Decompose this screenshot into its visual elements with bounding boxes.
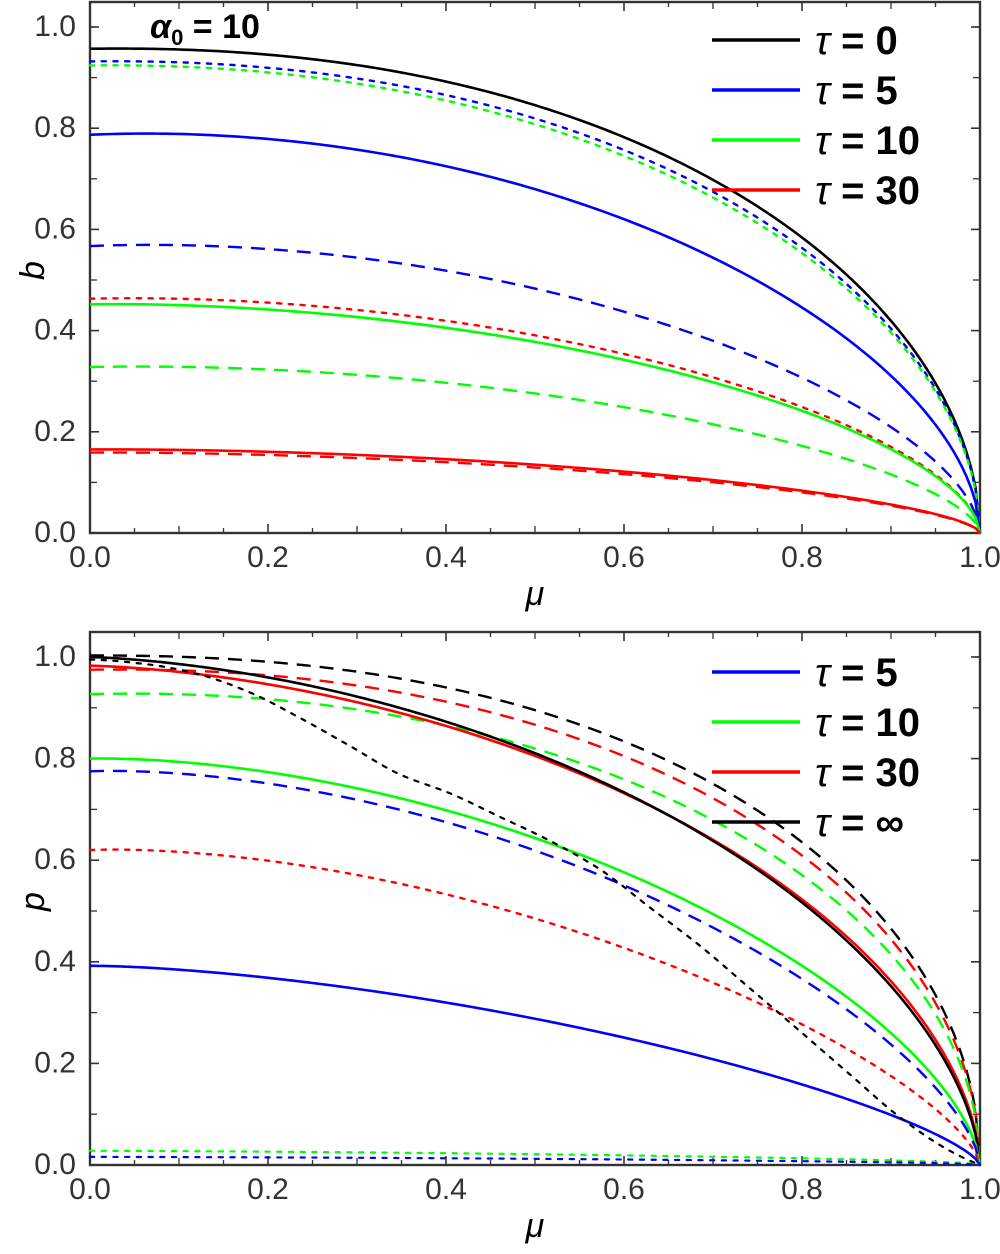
svg-text:0.6: 0.6 [34,843,76,876]
svg-text:0.6: 0.6 [34,212,76,245]
svg-text:p: p [14,892,52,912]
svg-text:0.8: 0.8 [34,111,76,144]
svg-text:μ: μ [525,1207,545,1245]
svg-text:0.6: 0.6 [603,1173,645,1206]
svg-text:0.4: 0.4 [34,314,76,347]
svg-text:0.2: 0.2 [34,415,76,448]
svg-text:b: b [14,261,52,280]
svg-text:0.4: 0.4 [425,541,467,574]
svg-text:1.0: 1.0 [959,541,1000,574]
svg-text:0.0: 0.0 [34,1148,76,1181]
svg-text:0.4: 0.4 [34,945,76,978]
svg-text:0.2: 0.2 [34,1046,76,1079]
svg-text:τ = 10: τ = 10 [815,119,920,163]
svg-text:0.0: 0.0 [34,516,76,549]
svg-text:τ = 30: τ = 30 [815,751,920,795]
svg-text:0.8: 0.8 [34,742,76,775]
svg-text:0.6: 0.6 [603,541,645,574]
svg-text:1.0: 1.0 [34,640,76,673]
svg-text:0.4: 0.4 [425,1173,467,1206]
svg-text:τ = ∞: τ = ∞ [815,801,904,845]
svg-text:μ: μ [525,575,545,613]
svg-text:α0 = 10: α0 = 10 [150,8,260,50]
svg-text:0.8: 0.8 [781,541,823,574]
svg-text:τ = 5: τ = 5 [815,651,898,695]
svg-text:0.2: 0.2 [247,1173,289,1206]
svg-text:1.0: 1.0 [34,10,76,43]
svg-text:0.8: 0.8 [781,1173,823,1206]
svg-text:τ = 5: τ = 5 [815,69,898,113]
svg-text:τ = 0: τ = 0 [815,19,898,63]
svg-text:τ = 10: τ = 10 [815,701,920,745]
svg-text:1.0: 1.0 [959,1173,1000,1206]
svg-text:τ = 30: τ = 30 [815,169,920,213]
svg-text:0.2: 0.2 [247,541,289,574]
